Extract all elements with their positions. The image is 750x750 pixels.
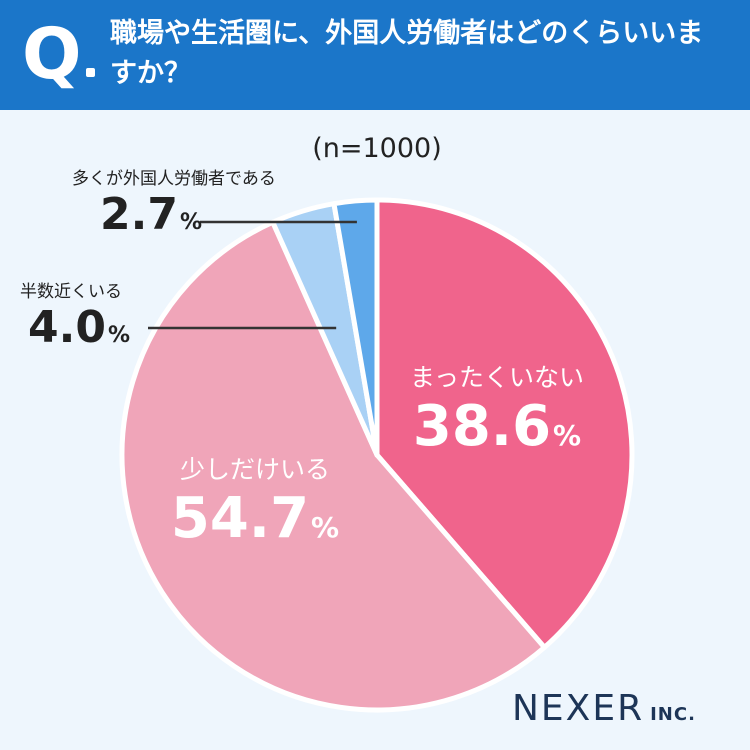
brand-name: NEXER	[512, 688, 645, 729]
label-half-name: 半数近くいる	[20, 282, 122, 302]
sample-size: (n=1000)	[312, 133, 442, 164]
q-mark: Q	[22, 13, 82, 95]
label-few-pct: %	[311, 511, 340, 544]
slice-none	[374, 197, 635, 650]
slice-few	[119, 219, 547, 713]
label-none-name: まったくいない	[409, 363, 584, 392]
label-half-value: 4.0%	[28, 303, 130, 361]
label-many-name: 多くが外国人労働者である	[72, 169, 276, 189]
brand-logo: NEXER INC.	[512, 688, 696, 729]
label-few-number: 54.7	[170, 486, 310, 551]
label-few-name: 少しだけいる	[179, 455, 330, 484]
slice-many	[331, 197, 380, 458]
label-half: 半数近くいる 4.0%	[20, 281, 130, 361]
label-none-pct: %	[553, 419, 582, 452]
label-many: 多くが外国人労働者である 2.7%	[72, 168, 276, 248]
brand-suffix: INC.	[650, 704, 696, 725]
label-none-number: 38.6	[412, 394, 552, 459]
label-few: 少しだけいる 54.7%	[150, 454, 360, 561]
question-text: 職場や生活圏に、外国人労働者はどのくらいいますか？	[110, 18, 704, 89]
label-half-pct: %	[107, 323, 130, 348]
label-none: まったくいない 38.6%	[392, 362, 602, 469]
q-dot	[86, 68, 95, 77]
label-many-number: 2.7	[100, 189, 178, 240]
label-few-value: 54.7%	[150, 486, 360, 561]
label-half-number: 4.0	[28, 302, 106, 353]
question-header: Q 職場や生活圏に、外国人労働者はどのくらいいますか？	[0, 0, 750, 110]
label-none-value: 38.6%	[392, 394, 602, 469]
label-many-pct: %	[179, 210, 202, 235]
label-many-value: 2.7%	[100, 190, 276, 248]
